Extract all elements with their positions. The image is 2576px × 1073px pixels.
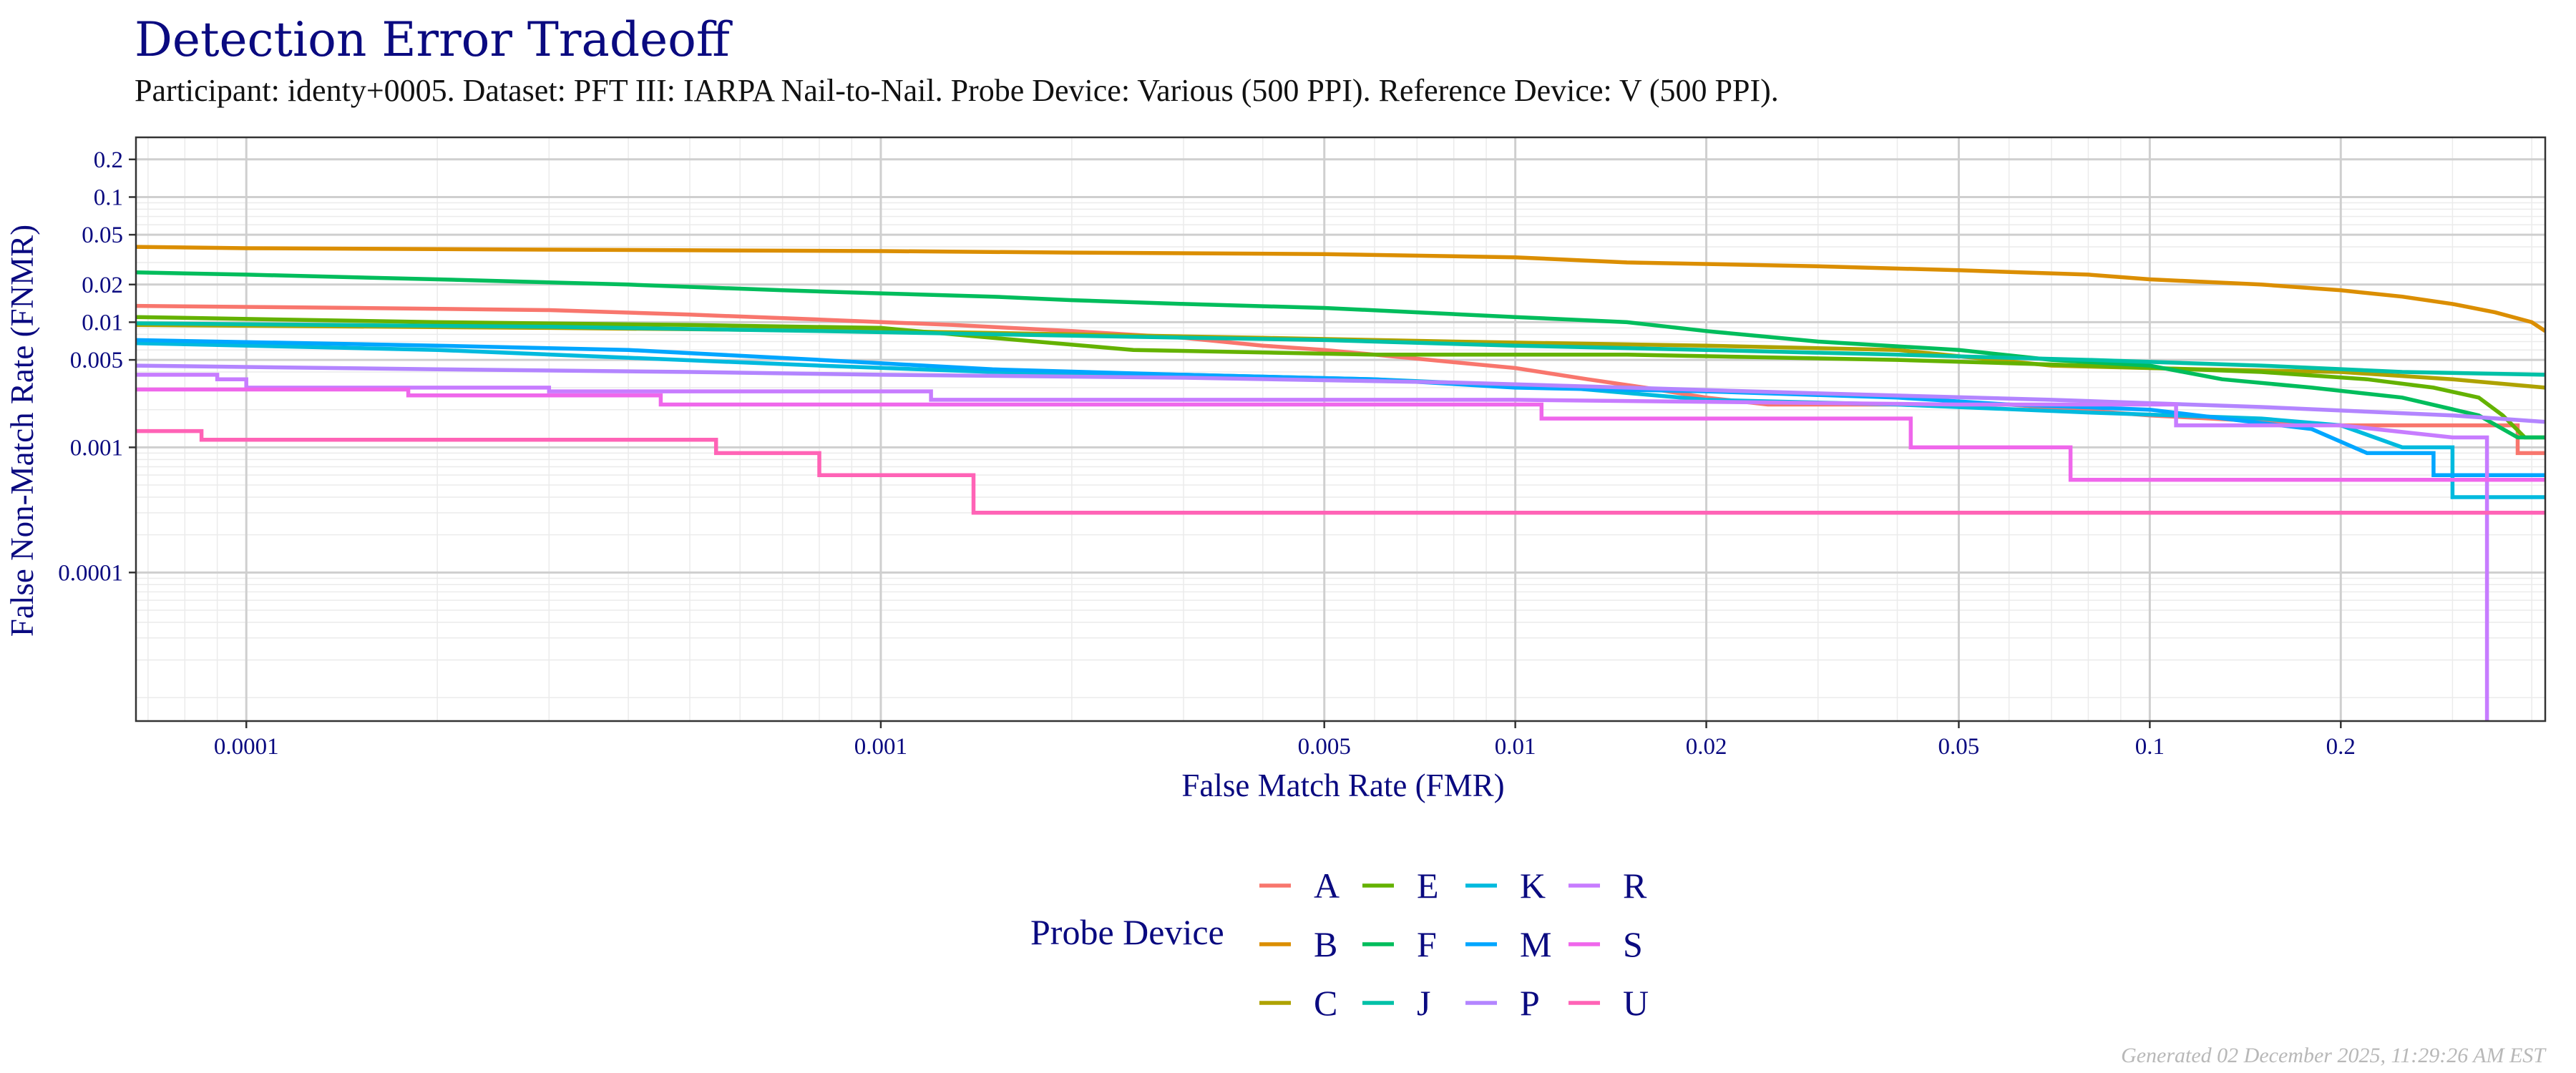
legend: Probe Device ABC EFJ KMP RSU — [1030, 866, 1649, 1023]
x-tick-label: 0.02 — [1686, 734, 1727, 760]
series-line-R — [136, 373, 2489, 721]
y-tick-label: 0.05 — [82, 222, 123, 248]
y-tick-label: 0.2 — [94, 147, 123, 173]
generated-timestamp: Generated 02 December 2025, 11:29:26 AM … — [2121, 1044, 2547, 1067]
chart-title: Detection Error Tradeoff — [135, 12, 733, 67]
series-line-U — [136, 428, 2545, 515]
x-axis-ticks: 0.0001 0.001 0.005 0.01 0.02 0.05 0.1 0.2 — [214, 721, 2356, 760]
y-tick-label: 0.0001 — [58, 560, 123, 586]
x-tick-label: 0.001 — [854, 734, 907, 760]
legend-label-B: B — [1314, 924, 1337, 964]
x-axis-title: False Match Rate (FMR) — [1181, 768, 1504, 803]
series-line-E — [136, 315, 2545, 440]
x-tick-label: 0.1 — [2135, 734, 2165, 760]
series-line-B — [136, 245, 2545, 333]
legend-label-F: F — [1417, 924, 1437, 964]
y-tick-label: 0.005 — [70, 348, 123, 373]
legend-label-R: R — [1623, 866, 1647, 906]
x-tick-label: 0.01 — [1495, 734, 1536, 760]
series-group — [136, 245, 2545, 721]
x-tick-label: 0.05 — [1938, 734, 1980, 760]
x-tick-label: 0.0001 — [214, 734, 279, 760]
legend-title: Probe Device — [1030, 912, 1224, 952]
y-tick-label: 0.001 — [70, 435, 123, 461]
y-tick-label: 0.1 — [94, 185, 123, 210]
panel-border — [135, 136, 2547, 722]
legend-label-M: M — [1520, 924, 1551, 964]
chart-subtitle: Participant: identy+0005. Dataset: PFT I… — [135, 73, 1779, 108]
y-tick-label: 0.01 — [82, 310, 123, 335]
x-tick-label: 0.2 — [2326, 734, 2356, 760]
series-line-J — [136, 321, 2545, 377]
legend-label-J: J — [1417, 983, 1430, 1023]
y-tick-label: 0.02 — [82, 273, 123, 298]
series-line-F — [136, 270, 2545, 440]
legend-label-U: U — [1623, 983, 1649, 1023]
legend-label-S: S — [1623, 924, 1643, 964]
y-axis-title: False Non-Match Rate (FNMR) — [4, 225, 40, 637]
legend-label-K: K — [1520, 866, 1546, 906]
series-line-S — [136, 387, 2545, 482]
legend-label-P: P — [1520, 983, 1540, 1023]
series-line-K — [136, 340, 2545, 499]
series-line-P — [136, 363, 2545, 424]
x-tick-label: 0.005 — [1298, 734, 1351, 760]
legend-label-E: E — [1417, 866, 1439, 906]
legend-label-C: C — [1314, 983, 1337, 1023]
minor-gridlines — [136, 137, 2545, 721]
plot-area — [135, 136, 2547, 722]
y-axis-ticks: 0.0001 0.001 0.005 0.01 0.02 0.05 0.1 0.2 — [58, 147, 136, 586]
legend-label-A: A — [1314, 866, 1340, 906]
